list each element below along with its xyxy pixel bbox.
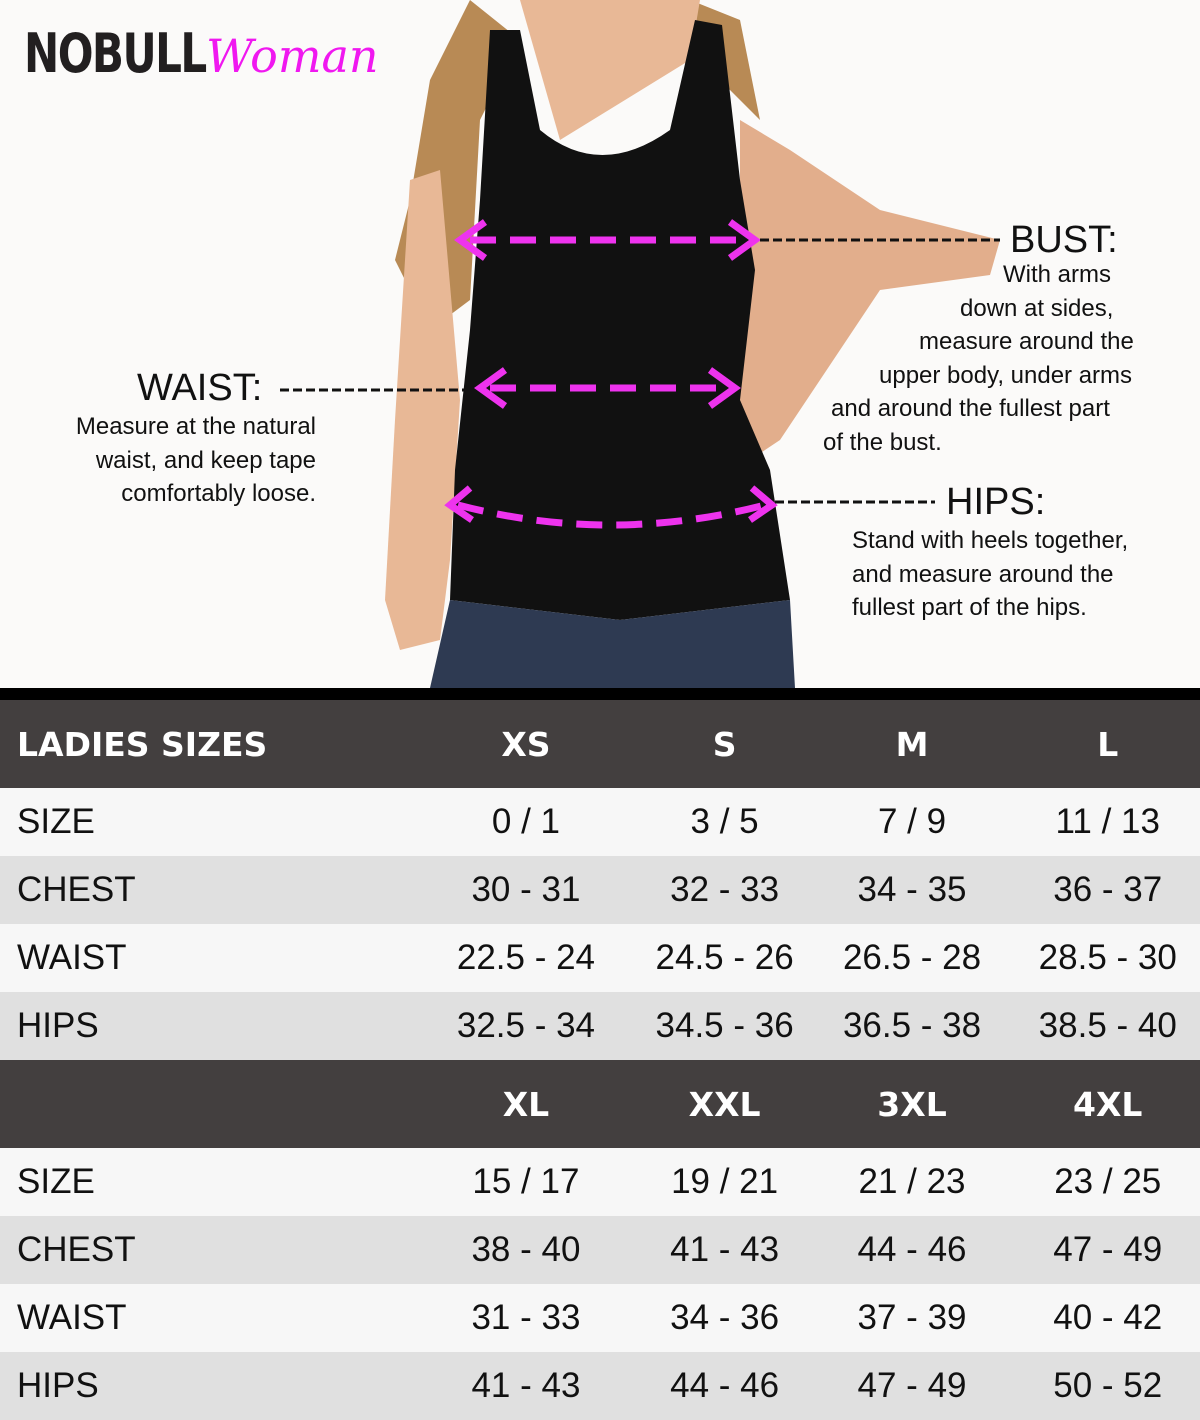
table-cell: 36 - 37 — [1016, 856, 1200, 924]
row-label: WAIST — [0, 1284, 411, 1352]
table-cell: 21 / 23 — [809, 1148, 1016, 1216]
table-cell: 7 / 9 — [809, 788, 1016, 856]
table-cell: 32 - 33 — [641, 856, 809, 924]
model-photo: NOBULL Woman BUST: With arms down at sid… — [0, 0, 1200, 688]
hips-title: HIPS: — [852, 480, 1192, 524]
waist-line: Measure at the natural — [20, 410, 316, 444]
waist-title: WAIST: — [20, 366, 316, 410]
nobull-woman-logo: NOBULL Woman — [24, 22, 379, 85]
table-cell: 0 / 1 — [411, 788, 640, 856]
table-cell: 31 - 33 — [411, 1284, 640, 1352]
table-cell: 24.5 - 26 — [641, 924, 809, 992]
table-cell: 36.5 - 38 — [809, 992, 1016, 1060]
table-cell: 47 - 49 — [1016, 1216, 1200, 1284]
hips-line: fullest part of the hips. — [852, 591, 1192, 625]
divider — [0, 688, 1200, 700]
table-cell: 37 - 39 — [809, 1284, 1016, 1352]
bust-title: BUST: — [1010, 218, 1118, 262]
logo-brand: NOBULL — [24, 22, 163, 85]
size-header: XL — [411, 1060, 640, 1148]
table-cell: 34 - 36 — [641, 1284, 809, 1352]
row-label: WAIST — [0, 924, 411, 992]
size-header: L — [1016, 700, 1200, 788]
table-cell: 15 / 17 — [411, 1148, 640, 1216]
table-cell: 44 - 46 — [809, 1216, 1016, 1284]
table-cell: 38 - 40 — [411, 1216, 640, 1284]
size-header: 3XL — [809, 1060, 1016, 1148]
size-header: S — [641, 700, 809, 788]
table-cell: 34.5 - 36 — [641, 992, 809, 1060]
table-cell: 32.5 - 34 — [411, 992, 640, 1060]
size-header: XXL — [641, 1060, 809, 1148]
header-label: LADIES SIZES — [0, 700, 411, 788]
waist-line: waist, and keep tape — [20, 444, 316, 478]
header-label — [0, 1060, 411, 1148]
waist-annotation: WAIST: Measure at the natural waist, and… — [20, 366, 316, 511]
row-label: CHEST — [0, 1216, 411, 1284]
bust-line: With arms — [820, 258, 1180, 292]
hips-line: Stand with heels together, — [852, 524, 1192, 558]
size-header: XS — [411, 700, 640, 788]
logo-sub: Woman — [206, 29, 379, 83]
table-cell: 22.5 - 24 — [411, 924, 640, 992]
hips-annotation: HIPS: Stand with heels together, and mea… — [852, 480, 1192, 625]
table-cell: 23 / 25 — [1016, 1148, 1200, 1216]
bust-line: and around the fullest part — [820, 392, 1180, 426]
table-cell: 34 - 35 — [809, 856, 1016, 924]
row-label: CHEST — [0, 856, 411, 924]
table-cell: 28.5 - 30 — [1016, 924, 1200, 992]
table-cell: 30 - 31 — [411, 856, 640, 924]
table-cell: 19 / 21 — [641, 1148, 809, 1216]
bust-line: measure around the — [820, 325, 1180, 359]
size-header: 4XL — [1016, 1060, 1200, 1148]
waist-line: comfortably loose. — [20, 477, 316, 511]
table-cell: 38.5 - 40 — [1016, 992, 1200, 1060]
row-label: SIZE — [0, 788, 411, 856]
bust-line: of the bust. — [820, 426, 1180, 460]
hips-line: and measure around the — [852, 558, 1192, 592]
size-header: M — [809, 700, 1016, 788]
table-cell: 41 - 43 — [641, 1216, 809, 1284]
bust-line: down at sides, — [820, 292, 1180, 326]
table-cell: 3 / 5 — [641, 788, 809, 856]
row-label: HIPS — [0, 992, 411, 1060]
bust-line: upper body, under arms — [820, 359, 1180, 393]
table-cell: 11 / 13 — [1016, 788, 1200, 856]
row-label: SIZE — [0, 1148, 411, 1216]
table-cell: 26.5 - 28 — [809, 924, 1016, 992]
table-cell: 40 - 42 — [1016, 1284, 1200, 1352]
